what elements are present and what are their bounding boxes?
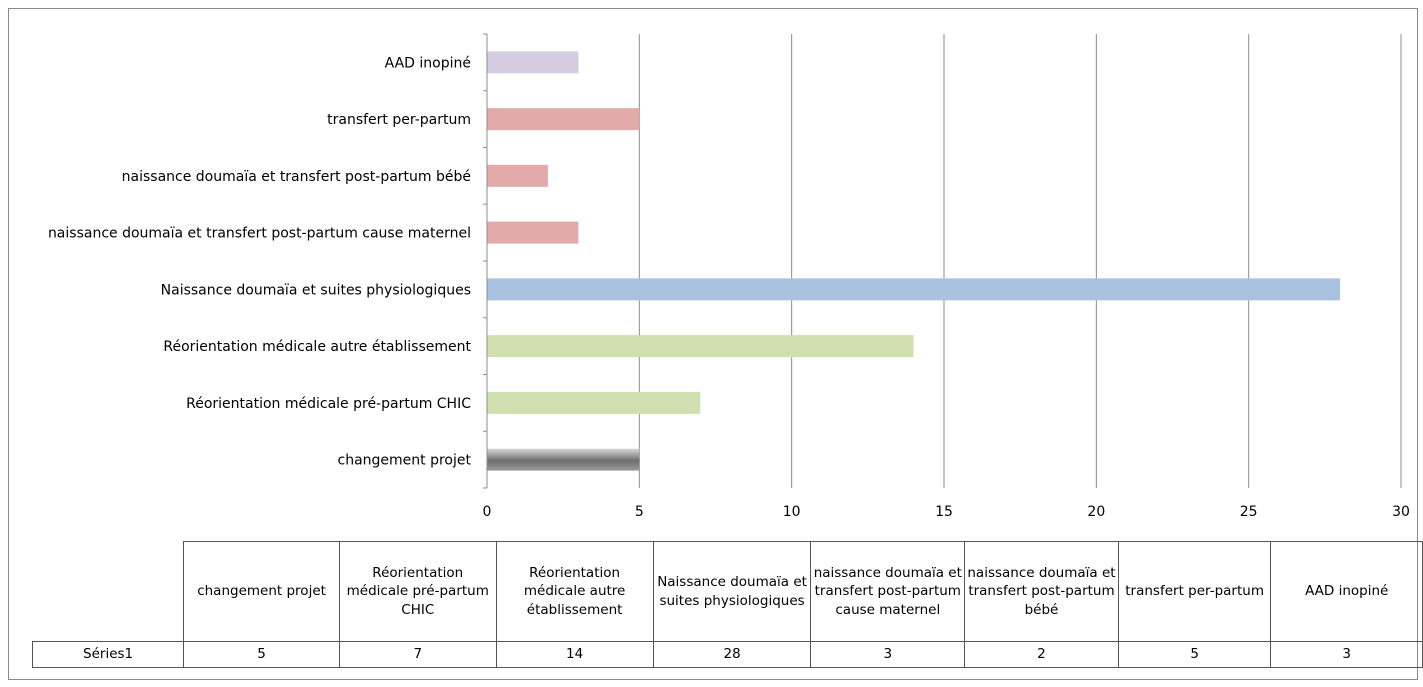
table-value-cell: 5 [183,641,340,668]
category-label: changement projet [338,453,472,469]
table-value-cell: 3 [810,641,966,668]
category-label: Réorientation médicale pré-partum CHIC [186,396,471,412]
bar [487,164,548,187]
bar [487,448,640,471]
table-header-cell: Naissance doumaïa et suites physiologiqu… [652,541,812,642]
table-header-cell: Réorientation médicale autre établisseme… [495,541,654,642]
x-tick-label: 30 [1392,504,1410,520]
bar [487,51,579,74]
table-header-cell: transfert per-partum [1117,541,1272,642]
axes [483,33,488,489]
x-tick-label: 0 [483,504,492,520]
table-corner-cell [33,542,184,642]
table-value-cell: 3 [1270,641,1423,668]
table-header-cell: naissance doumaïa et transfert post-part… [964,541,1119,642]
table-header-cell: AAD inopiné [1270,541,1423,642]
table-value-cell: 7 [338,641,497,668]
category-labels: changement projet Réorientation médicale … [48,55,472,468]
table-header-cell: changement projet [183,541,340,642]
table-header-row: changement projet Réorientation médicale … [33,541,1423,642]
bar [487,391,701,414]
x-tick-label: 10 [783,504,801,520]
category-label: AAD inopiné [385,55,471,71]
bar [487,335,914,358]
bars [487,51,1341,471]
table-header-cell: naissance doumaïa et transfert post-part… [810,541,966,642]
series-name-cell: Séries1 [31,641,185,668]
gridlines [638,34,1402,488]
x-tick-label: 25 [1240,504,1258,520]
category-label: naissance doumaïa et transfert post-part… [122,169,471,185]
bar [487,278,1341,301]
category-label: Réorientation médicale autre établisseme… [163,339,471,355]
x-tick-label: 20 [1087,504,1105,520]
category-label: Naissance doumaïa et suites physiologiqu… [161,282,471,298]
table-value-cell: 14 [495,641,654,668]
bar [487,108,640,131]
x-tick-labels: 0 5 10 15 20 25 30 [483,504,1410,520]
table-value-cell: 28 [652,641,812,668]
category-label: transfert per-partum [327,112,471,128]
x-tick-label: 5 [635,504,644,520]
bar-chart: changement projet Réorientation médicale … [48,33,1410,520]
table-value-cell: 5 [1117,641,1272,668]
bar [487,221,579,244]
table-value-cell: 2 [964,641,1119,668]
x-tick-label: 15 [935,504,953,520]
data-table: changement projet Réorientation médicale … [31,541,1423,668]
category-label: naissance doumaïa et transfert post-part… [48,226,471,242]
table-header-cell: Réorientation médicale pré-partum CHIC [338,541,497,642]
table-values-row: Séries1 5 7 14 28 3 2 5 3 [31,641,1423,668]
